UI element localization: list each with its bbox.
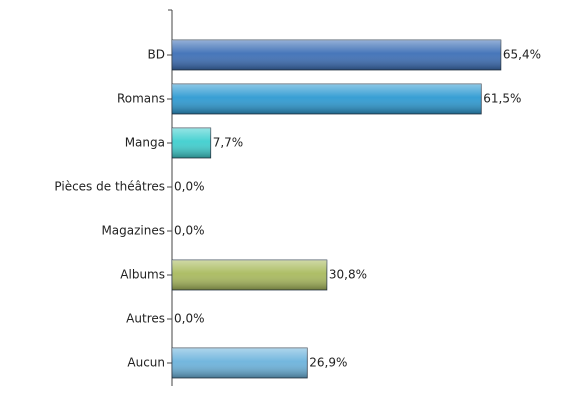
bar-shade [172, 128, 211, 158]
y-tick-label: Autres [126, 312, 165, 326]
value-label: 7,7% [213, 136, 244, 150]
y-tick-label: Magazines [101, 224, 165, 238]
bar-shade [172, 40, 501, 70]
bar-shade [172, 84, 482, 114]
bar-shade [172, 348, 308, 378]
value-label: 26,9% [309, 356, 347, 370]
y-tick-label: Romans [117, 92, 165, 106]
y-tick-label: Pièces de théâtres [54, 180, 165, 194]
value-label: 65,4% [503, 48, 541, 62]
y-tick-label: BD [148, 48, 165, 62]
bar-shade [172, 260, 327, 290]
value-label: 0,0% [174, 224, 205, 238]
y-tick-label: Manga [125, 136, 165, 150]
value-label: 61,5% [483, 92, 521, 106]
value-label: 0,0% [174, 312, 205, 326]
value-label: 30,8% [329, 268, 367, 282]
value-label: 0,0% [174, 180, 205, 194]
y-tick-label: Aucun [127, 356, 165, 370]
y-tick-label: Albums [120, 268, 165, 282]
